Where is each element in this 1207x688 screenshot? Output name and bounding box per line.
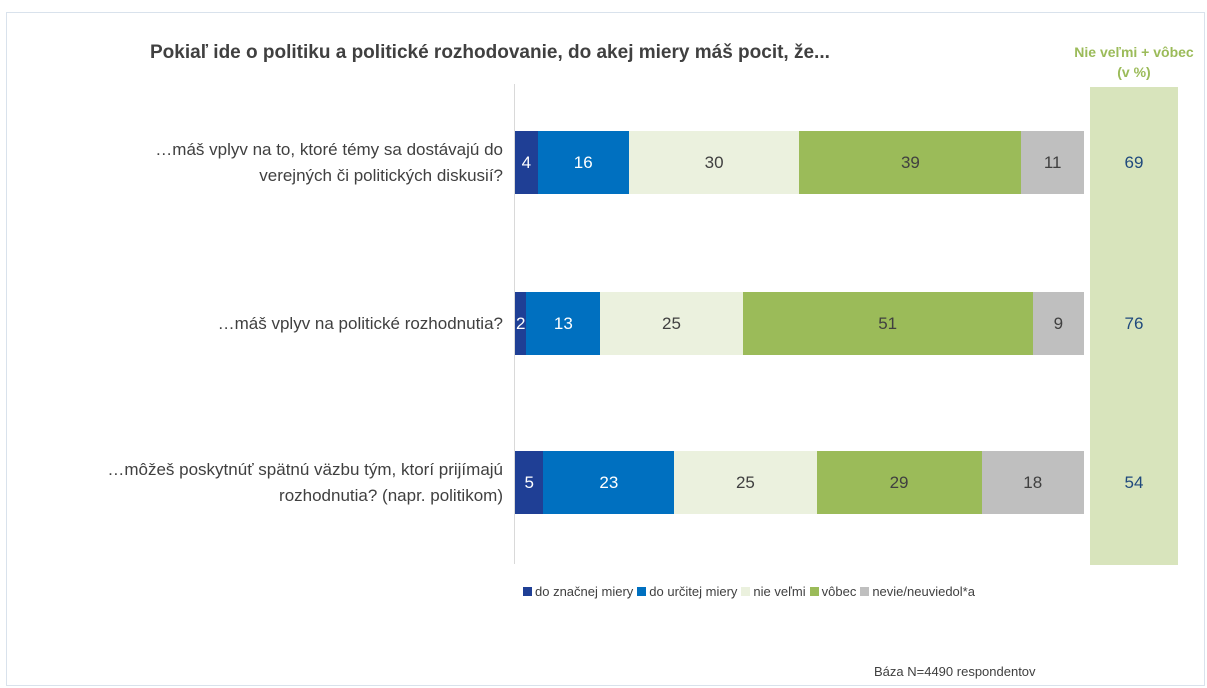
bar-segment: 25	[600, 292, 743, 355]
side-column-background	[1090, 87, 1178, 565]
legend-swatch	[741, 587, 751, 596]
data-label: 29	[889, 472, 909, 492]
data-label: 18	[1023, 472, 1043, 492]
bar-segment: 51	[742, 292, 1033, 355]
data-label: 51	[878, 313, 898, 333]
side-column-value: 76	[1124, 313, 1144, 333]
legend-item: do značnej miery	[523, 584, 633, 599]
data-label: 39	[900, 152, 920, 172]
bar-segment: 9	[1032, 292, 1084, 355]
bar-segment: 25	[674, 451, 817, 514]
legend-swatch	[809, 587, 819, 596]
data-label: 25	[662, 313, 681, 333]
data-label: 11	[1043, 152, 1062, 172]
legend-swatch	[637, 587, 647, 596]
base-footnote: Báza N=4490 respondentov	[874, 664, 1036, 679]
legend-item: nevie/neuviedol*a	[860, 584, 975, 599]
bar-segment: 30	[628, 131, 800, 194]
data-label: 2	[515, 313, 526, 333]
bar-segment: 23	[543, 451, 675, 514]
data-label: 16	[573, 152, 593, 172]
bar-segment: 29	[816, 451, 982, 514]
legend-item: vôbec	[809, 584, 857, 599]
bar-segment: 2	[515, 292, 527, 355]
data-label: 9	[1053, 313, 1064, 333]
bar-segment: 18	[981, 451, 1084, 514]
legend-swatch	[860, 587, 870, 596]
data-label: 5	[524, 472, 534, 492]
stacked-bar: 5 23 25 29 18	[515, 451, 1084, 514]
legend-label: nevie/neuviedol*a	[872, 584, 975, 599]
bar-segment: 13	[526, 292, 601, 355]
category-label: …môžeš poskytnúť spätnú väzbu tým, ktorí…	[107, 459, 503, 505]
category-label: …máš vplyv na politické rozhodnutia?	[217, 313, 503, 333]
bar-segment: 5	[515, 451, 544, 514]
chart-legend: do značnej miery do určitej miery nie veľm…	[523, 584, 979, 599]
stacked-bar: 2 13 25 51 9	[515, 292, 1084, 355]
bar-segment: 4	[515, 131, 538, 194]
side-column-title: Nie veľmi + vôbec (v %)	[1074, 44, 1194, 80]
legend-label: do určitej miery	[649, 584, 738, 599]
category-label: …máš vplyv na to, ktoré témy sa dostávaj…	[155, 139, 503, 185]
data-label: 25	[735, 472, 755, 492]
chart-title: Pokiaľ ide o politiku a politické rozhod…	[150, 42, 830, 63]
legend-label: do značnej miery	[535, 584, 634, 599]
legend-label: nie veľmi	[753, 584, 806, 599]
category-axis-line	[514, 84, 515, 564]
bar-segment: 39	[799, 131, 1022, 194]
side-column-value: 54	[1124, 472, 1144, 492]
data-label: 4	[521, 152, 532, 172]
data-label: 23	[599, 472, 619, 492]
data-label: 13	[553, 313, 573, 333]
legend-item: nie veľmi	[741, 584, 806, 599]
legend-item: do určitej miery	[637, 584, 737, 599]
stacked-bar: 4 16 30 39 11	[515, 131, 1084, 194]
bar-segment: 11	[1021, 131, 1084, 194]
legend-swatch	[523, 587, 532, 596]
side-column-value: 69	[1124, 152, 1144, 172]
legend-label: vôbec	[821, 584, 857, 599]
bar-segment: 16	[537, 131, 629, 194]
data-label: 30	[704, 152, 724, 172]
chart-frame	[6, 12, 1205, 686]
